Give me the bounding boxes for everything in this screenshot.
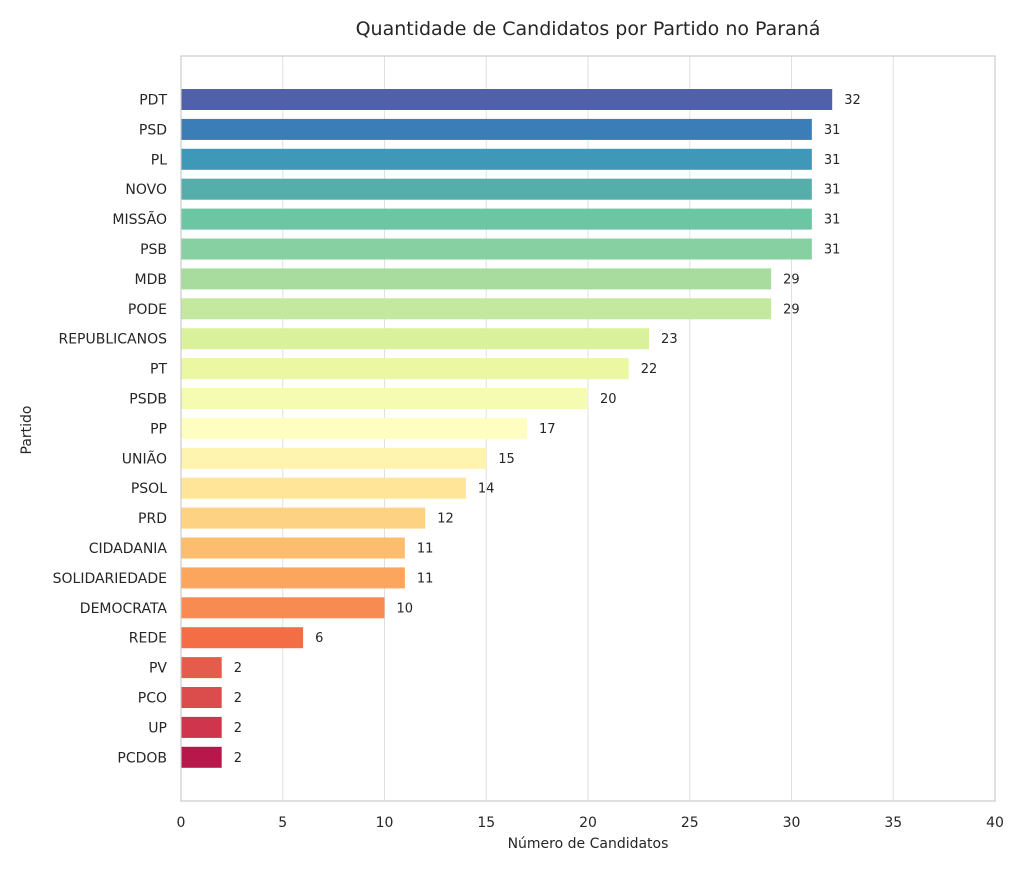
- y-tick-label: REDE: [129, 631, 167, 647]
- value-label: 2: [234, 691, 242, 706]
- y-tick-label: PSOL: [131, 481, 167, 497]
- value-labels: 3231313131312929232220171514121111106222…: [234, 93, 861, 766]
- bar: [181, 178, 812, 200]
- x-tick-label: 5: [278, 815, 287, 831]
- value-label: 10: [397, 601, 414, 616]
- x-tick-label: 25: [681, 815, 699, 831]
- y-tick-label: UNIÃO: [122, 450, 167, 467]
- y-tick-label: REPUBLICANOS: [58, 332, 167, 348]
- bar: [181, 328, 650, 350]
- y-tick-labels: PDT PSD PL NOVO MISSÃO PSB MDB PODE REPUBLICANOS…: [53, 93, 168, 767]
- y-tick-label: PP: [150, 421, 167, 437]
- x-tick-label: 35: [884, 815, 902, 831]
- value-label: 20: [600, 392, 617, 407]
- bar: [181, 388, 588, 409]
- bar: [181, 238, 812, 260]
- value-label: 29: [783, 272, 800, 287]
- bars: [181, 89, 833, 768]
- y-tick-label: MISSÃO: [112, 211, 167, 228]
- y-tick-label: PCO: [138, 691, 167, 707]
- y-tick-label: MDB: [135, 272, 167, 288]
- x-tick-label: 10: [376, 815, 394, 831]
- bar: [181, 447, 487, 469]
- bar: [181, 716, 222, 738]
- value-label: 31: [824, 213, 841, 228]
- bar: [181, 118, 812, 140]
- y-tick-label: UP: [148, 720, 167, 736]
- value-label: 2: [234, 721, 242, 736]
- y-tick-label: SOLIDARIEDADE: [53, 571, 167, 587]
- x-tick-label: 0: [177, 815, 186, 831]
- y-tick-label: PV: [149, 661, 167, 677]
- bar: [181, 597, 385, 619]
- bar: [181, 746, 222, 768]
- x-tick-labels: 0 5 10 15 20 25 30 35 40: [177, 815, 1004, 831]
- bar: [181, 298, 772, 320]
- value-label: 12: [437, 512, 454, 527]
- value-label: 31: [824, 123, 841, 138]
- y-tick-label: PODE: [128, 302, 167, 318]
- x-tick-label: 20: [579, 815, 597, 831]
- y-axis-label: Partido: [19, 406, 35, 455]
- value-label: 11: [417, 571, 434, 586]
- y-tick-label: PL: [151, 152, 167, 168]
- value-label: 2: [234, 751, 242, 766]
- value-label: 6: [315, 631, 323, 646]
- value-label: 31: [824, 153, 841, 168]
- bar: [181, 417, 527, 439]
- value-label: 29: [783, 302, 800, 317]
- bar: [181, 208, 812, 230]
- y-tick-label: PT: [150, 362, 167, 378]
- x-tick-label: 40: [986, 815, 1004, 831]
- chart-title: Quantidade de Candidatos por Partido no …: [356, 18, 821, 40]
- x-axis-label: Número de Candidatos: [508, 836, 669, 852]
- y-tick-label: PRD: [138, 511, 167, 527]
- y-tick-label: PCDOB: [117, 750, 167, 766]
- y-tick-label: DEMOCRATA: [80, 601, 168, 617]
- bar: [181, 268, 772, 290]
- value-label: 31: [824, 183, 841, 198]
- y-tick-label: PDT: [139, 93, 167, 109]
- bar: [181, 537, 405, 559]
- value-label: 31: [824, 243, 841, 258]
- value-label: 23: [661, 332, 678, 347]
- bar: [181, 627, 304, 649]
- value-label: 2: [234, 661, 242, 676]
- y-tick-label: PSDB: [129, 392, 167, 408]
- bar: [181, 567, 405, 589]
- y-tick-label: PSD: [139, 122, 167, 138]
- value-label: 22: [641, 362, 658, 377]
- x-tick-label: 30: [783, 815, 801, 831]
- y-tick-label: CIDADANIA: [89, 541, 168, 557]
- x-tick-label: 15: [477, 815, 495, 831]
- value-label: 14: [478, 482, 495, 497]
- value-label: 11: [417, 542, 434, 557]
- value-label: 32: [844, 93, 861, 108]
- bar: [181, 148, 812, 170]
- y-tick-label: PSB: [140, 242, 167, 258]
- value-label: 15: [498, 452, 515, 467]
- bar: [181, 358, 629, 380]
- bar: [181, 657, 222, 679]
- bar: [181, 507, 426, 529]
- y-tick-label: NOVO: [125, 182, 167, 198]
- bar: [181, 687, 222, 708]
- bar: [181, 89, 833, 110]
- value-label: 17: [539, 422, 556, 437]
- bar: [181, 477, 466, 499]
- plot-frame: [180, 55, 996, 802]
